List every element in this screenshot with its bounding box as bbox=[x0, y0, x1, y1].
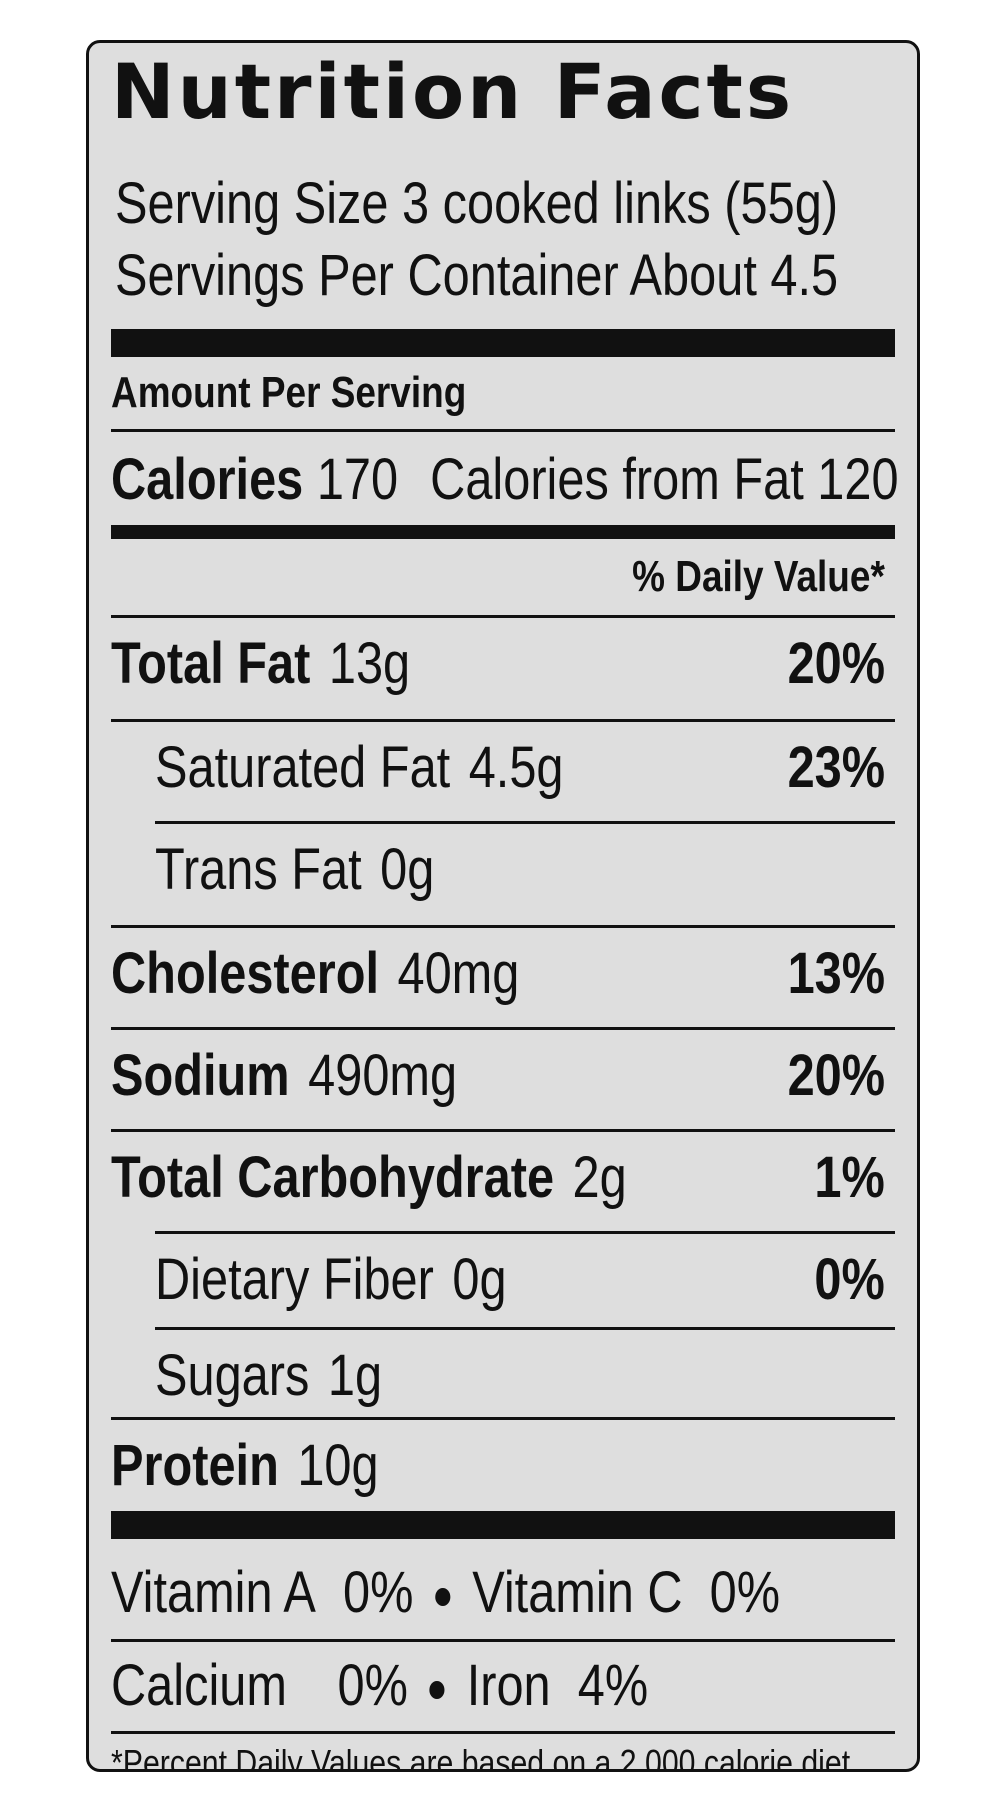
divider bbox=[111, 1417, 895, 1420]
thick-divider-top bbox=[111, 329, 895, 357]
daily-value-header: % Daily Value* bbox=[632, 552, 885, 601]
bullet-dot bbox=[435, 1587, 451, 1606]
nutrient-dv: 20% bbox=[787, 1043, 885, 1108]
nutrient-row-total-carbohydrate: Total Carbohydrate 2g 1% bbox=[111, 1133, 895, 1223]
nutrient-amount: 1g bbox=[327, 1343, 383, 1408]
nutrient-dv: 1% bbox=[814, 1145, 885, 1210]
nutrient-amount: 0g bbox=[452, 1247, 507, 1312]
nutrient-amount: 10g bbox=[297, 1433, 379, 1498]
calories-row: Calories 170 Calories from Fat 120 bbox=[111, 437, 899, 523]
nutrient-name: Sodium bbox=[111, 1043, 290, 1108]
calories-from-fat-value: 120 bbox=[817, 447, 899, 512]
divider bbox=[111, 925, 895, 928]
calcium-label: Calcium bbox=[111, 1653, 287, 1718]
label-content: Nutrition Facts Serving Size 3 cooked li… bbox=[111, 43, 899, 1769]
nutrient-name: Cholesterol bbox=[111, 941, 380, 1006]
label-title: Nutrition Facts bbox=[111, 47, 795, 136]
nutrient-row-cholesterol: Cholesterol 40mg 13% bbox=[111, 929, 895, 1019]
nutrient-row-protein: Protein 10g bbox=[111, 1421, 895, 1511]
nutrition-facts-label: Nutrition Facts Serving Size 3 cooked li… bbox=[86, 40, 920, 1772]
nutrient-row-saturated-fat: Saturated Fat 4.5g 23% bbox=[111, 723, 895, 813]
vitamin-a-dv: 0% bbox=[342, 1560, 414, 1625]
vitamin-c-dv: 0% bbox=[709, 1560, 781, 1625]
thick-divider-bottom bbox=[111, 1511, 895, 1539]
nutrient-row-trans-fat: Trans Fat 0g bbox=[111, 825, 895, 915]
divider bbox=[111, 1129, 895, 1132]
vitamins-row-1: Vitamin A 0% Vitamin C 0% bbox=[111, 1549, 895, 1637]
divider bbox=[111, 615, 895, 618]
divider bbox=[155, 821, 895, 824]
nutrient-dv: 13% bbox=[787, 941, 885, 1006]
bullet-dot bbox=[429, 1680, 445, 1699]
nutrient-amount: 0g bbox=[380, 837, 435, 902]
iron-dv: 4% bbox=[577, 1653, 649, 1718]
calories-from-fat-label: Calories from Fat bbox=[430, 447, 804, 512]
nutrient-amount: 40mg bbox=[397, 941, 520, 1006]
nutrient-name: Sugars bbox=[155, 1343, 310, 1408]
nutrient-name: Total Fat bbox=[111, 631, 311, 696]
divider bbox=[155, 1231, 895, 1234]
divider bbox=[155, 1327, 895, 1330]
nutrient-row-total-fat: Total Fat 13g 20% bbox=[111, 619, 895, 709]
nutrient-amount: 490mg bbox=[308, 1043, 458, 1108]
nutrient-row-sugars: Sugars 1g bbox=[111, 1331, 895, 1421]
divider bbox=[111, 1731, 895, 1734]
vitamin-a-label: Vitamin A bbox=[111, 1560, 316, 1625]
iron-label: Iron bbox=[466, 1653, 551, 1718]
footnote: *Percent Daily Values are based on a 2,0… bbox=[111, 1742, 859, 1772]
divider bbox=[111, 1027, 895, 1030]
nutrient-row-sodium: Sodium 490mg 20% bbox=[111, 1031, 895, 1121]
calcium-dv: 0% bbox=[337, 1653, 408, 1718]
vitamins-row-2: Calcium 0% Iron 4% bbox=[111, 1643, 895, 1729]
nutrient-name: Protein bbox=[111, 1433, 279, 1498]
medium-divider bbox=[111, 525, 895, 539]
nutrient-row-dietary-fiber: Dietary Fiber 0g 0% bbox=[111, 1235, 895, 1325]
nutrient-dv: 0% bbox=[814, 1247, 885, 1312]
nutrient-name: Saturated Fat bbox=[155, 735, 451, 800]
calories-label: Calories bbox=[111, 447, 304, 512]
nutrient-dv: 20% bbox=[787, 631, 885, 696]
calories-value: 170 bbox=[316, 447, 399, 512]
serving-size: Serving Size 3 cooked links (55g) bbox=[115, 171, 839, 236]
divider bbox=[111, 429, 895, 432]
nutrient-name: Total Carbohydrate bbox=[111, 1145, 555, 1210]
nutrient-name: Trans Fat bbox=[155, 837, 362, 902]
nutrient-amount: 4.5g bbox=[468, 735, 564, 800]
nutrient-dv: 23% bbox=[787, 735, 885, 800]
divider bbox=[111, 719, 895, 722]
amount-per-serving: Amount Per Serving bbox=[111, 368, 467, 417]
vitamin-c-label: Vitamin C bbox=[472, 1560, 683, 1625]
divider bbox=[111, 1639, 895, 1642]
nutrient-amount: 13g bbox=[328, 631, 411, 696]
nutrient-amount: 2g bbox=[572, 1145, 627, 1210]
nutrient-name: Dietary Fiber bbox=[155, 1247, 434, 1312]
servings-per-container: Servings Per Container About 4.5 bbox=[115, 243, 839, 308]
